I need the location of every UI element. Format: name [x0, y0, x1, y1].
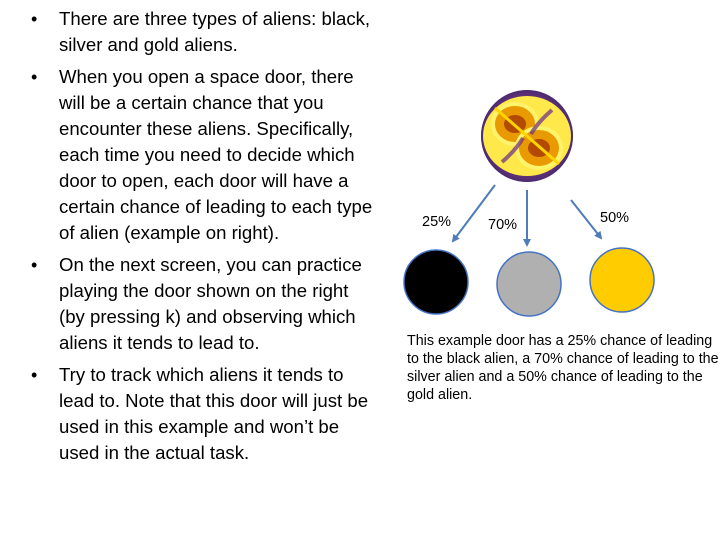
bullet-glyph: •	[31, 67, 38, 87]
arrow-to-black	[451, 184, 496, 243]
bullet-text: When you open a space door, there will b…	[59, 66, 373, 243]
diagram-svg	[403, 90, 655, 317]
gold-alien	[589, 247, 655, 313]
bullet-door-chance: • When you open a space door, there will…	[28, 64, 374, 246]
bullet-practice: • On the next screen, you can practice p…	[28, 252, 374, 356]
bullet-track: • Try to track which aliens it tends to …	[28, 362, 374, 466]
silver-alien	[496, 251, 562, 317]
bullet-text: Try to track which aliens it tends to le…	[59, 364, 369, 463]
diagram-caption: This example door has a 25% chance of le…	[407, 333, 719, 403]
bullet-alien-types: • There are three types of aliens: black…	[28, 6, 374, 58]
pct-label-silver: 70%	[488, 217, 518, 233]
black-alien	[403, 249, 469, 315]
bullet-text: There are three types of aliens: black, …	[59, 8, 371, 55]
instruction-list: • There are three types of aliens: black…	[28, 6, 374, 472]
pct-label-black: 25%	[422, 214, 452, 230]
bullet-glyph: •	[31, 9, 38, 29]
bullet-text: On the next screen, you can practice pla…	[59, 254, 362, 353]
bullet-glyph: •	[31, 255, 38, 275]
door-outcome-diagram: 25% 70% 50%	[390, 80, 720, 330]
arrow-to-gold	[570, 199, 603, 240]
bullet-glyph: •	[31, 365, 38, 385]
space-door-icon	[481, 90, 573, 182]
pct-label-gold: 50%	[600, 210, 630, 226]
